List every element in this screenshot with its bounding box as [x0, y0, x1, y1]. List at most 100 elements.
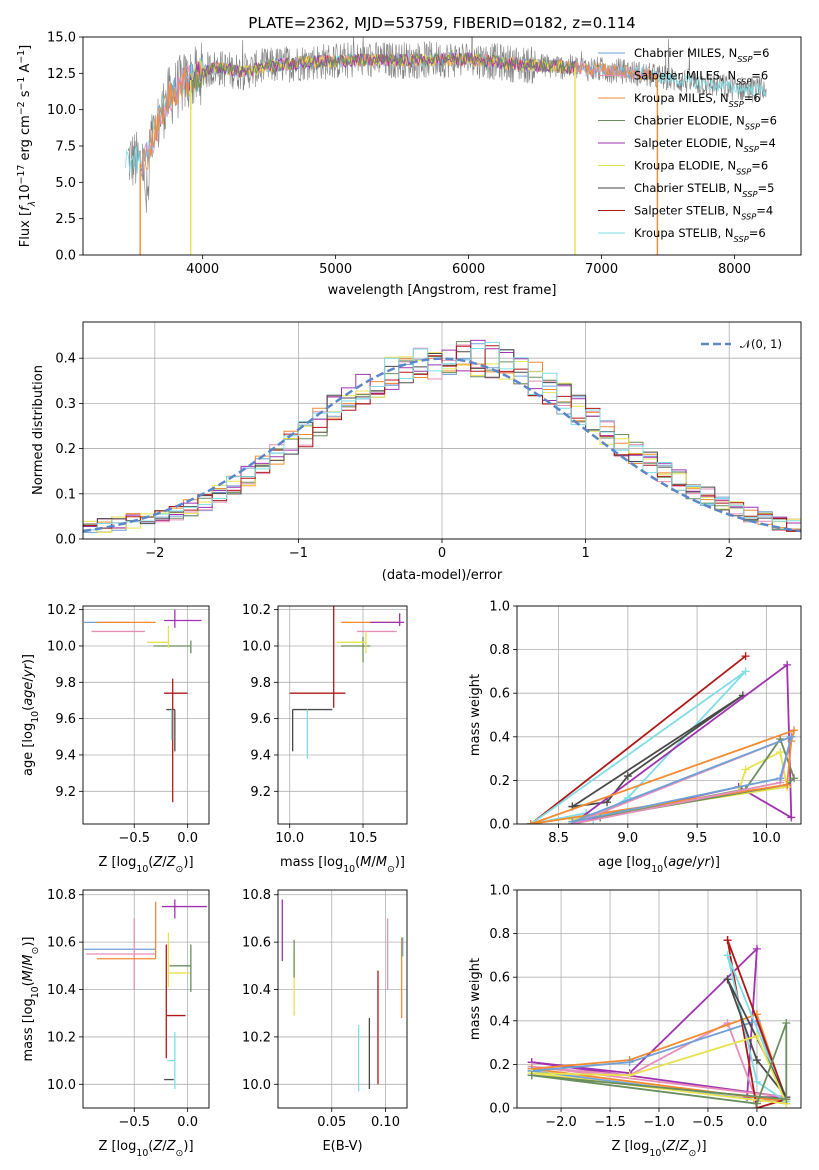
spectrum-axes: 4000 5000 6000 7000 8000 0.0 2.5 5.0 7.5 10.0 12.5… — [16, 31, 802, 298]
massweight-marker — [723, 936, 732, 945]
residuals-ytick-label: 0.0 — [55, 533, 76, 548]
mass-vs-Z-xtick-label: −0.5 — [118, 1115, 150, 1130]
spectrum-title: PLATE=2362, MJD=53759, FIBERID=0182, z=0… — [248, 14, 635, 32]
mass-vs-Z-ylabel: mass [log10(M/M⊙)] — [21, 937, 41, 1062]
spectrum-model-line — [189, 51, 575, 93]
age-vs-mass-ytick-label: 9.2 — [250, 785, 271, 800]
mass-vs-ebv-grid — [278, 890, 407, 1108]
massweight-marker — [568, 817, 577, 824]
mass-vs-Z-grid — [83, 890, 209, 1108]
age-vs-Z-ytick-label: 10.2 — [47, 603, 76, 618]
mass-vs-ebv-xtick-label: 0.05 — [317, 1115, 346, 1130]
massweight-marker — [787, 813, 796, 822]
mass-vs-ebv-axes: 0.05 0.10 10.0 10.2 10.4 10.6 10.8 E(B-V) — [242, 888, 408, 1154]
massweight-vs-Z-ytick-label: 0.6 — [489, 971, 510, 986]
residuals-frame — [82, 321, 802, 540]
massweight-vs-Z-plot-area — [527, 936, 791, 1108]
massweight-marker — [603, 798, 612, 807]
massweight-vs-age-ytick-label: 0.4 — [489, 730, 510, 745]
spectrum-ytick-label: 5.0 — [55, 176, 76, 191]
age-vs-mass-plot-area — [289, 606, 405, 759]
massweight-marker — [625, 1058, 634, 1067]
massweight-vs-age-ticks: 8.5 9.0 9.5 10.0 0.0 0.2 0.4 0.6 0.8 1.0 — [489, 600, 781, 847]
residual-histogram — [83, 345, 801, 532]
mass-vs-ebv-ytick-label: 10.0 — [242, 1078, 271, 1093]
massweight-line — [531, 1021, 787, 1103]
spectrum-ytick-label: 0.0 — [55, 249, 76, 264]
age-vs-Z-xtick-label: −0.5 — [118, 831, 150, 846]
mass-vs-ebv-xtick-label: 0.10 — [371, 1115, 400, 1130]
mass-vs-ebv-xlabel: E(B-V) — [322, 1139, 362, 1154]
massweight-marker — [790, 726, 799, 735]
age-vs-mass-xlabel: mass [log10(M/M⊙)] — [280, 855, 405, 875]
massweight-vs-Z-ylabel: mass weight — [468, 958, 483, 1040]
legend-label: Chabrier STELIB, NSSP=5 — [634, 181, 774, 199]
massweight-vs-Z-frame — [516, 889, 802, 1109]
spectrum-xtick-label: 5000 — [319, 262, 352, 277]
massweight-marker — [526, 820, 535, 824]
age-vs-mass-grid — [278, 606, 407, 824]
massweight-marker — [741, 652, 750, 661]
normal-legend-label: 𝒩(0, 1) — [740, 337, 782, 351]
age-vs-mass-ytick-label: 9.6 — [250, 712, 271, 727]
mass-vs-Z-xlabel: Z [log10(Z/Z⊙)] — [98, 1139, 193, 1159]
massweight-marker — [623, 772, 632, 781]
age-vs-Z-ticks: −0.5 0.0 9.2 9.4 9.6 9.8 10.0 10.2 — [47, 603, 198, 846]
residuals-plot-area — [83, 339, 801, 533]
mass-vs-ebv-ytick-label: 10.4 — [242, 983, 271, 998]
spectrum-model-line — [125, 51, 767, 174]
massweight-marker — [776, 774, 785, 783]
residuals-xtick-label: −2 — [145, 546, 164, 561]
massweight-vs-age-axes: 8.5 9.0 9.5 10.0 0.0 0.2 0.4 0.6 0.8 1.0 age [log1… — [468, 600, 802, 875]
mass-vs-Z-ytick-label: 10.2 — [47, 1030, 76, 1045]
residuals-ytick-label: 0.3 — [55, 397, 76, 412]
age-vs-Z-ytick-label: 10.0 — [47, 639, 76, 654]
spectrum-ticks: 4000 5000 6000 7000 8000 0.0 2.5 5.0 7.5 10.0 12.5… — [47, 31, 751, 278]
massweight-vs-Z-xtick-label: −0.5 — [692, 1115, 724, 1130]
massweight-vs-age-xtick-label: 10.0 — [752, 831, 781, 846]
legend-label: Chabrier MILES, NSSP=6 — [634, 46, 769, 64]
spectrum-frame — [82, 36, 802, 256]
massweight-marker — [741, 667, 750, 676]
mass-vs-ebv-ytick-label: 10.8 — [242, 888, 271, 903]
massweight-marker — [752, 1056, 761, 1065]
massweight-vs-Z-xtick-label: −2.0 — [545, 1115, 577, 1130]
massweight-vs-Z-xtick-label: −1.0 — [643, 1115, 675, 1130]
massweight-vs-age-plot-area — [526, 652, 799, 824]
legend-label: Salpeter MILES, NSSP=6 — [634, 69, 768, 87]
age-vs-Z-ytick-label: 9.6 — [55, 712, 76, 727]
residuals-xtick-label: 1 — [581, 546, 589, 561]
massweight-vs-age-ytick-label: 0.8 — [489, 643, 510, 658]
mass-vs-Z-ytick-label: 10.4 — [47, 983, 76, 998]
residual-ylabel: Normed distribution — [31, 365, 46, 495]
spectrum-xtick-label: 6000 — [452, 262, 485, 277]
massweight-marker — [782, 1095, 791, 1104]
mass-vs-ebv-plot-area — [281, 899, 404, 1092]
massweight-vs-age-frame — [516, 605, 802, 825]
age-vs-Z-ylabel: age [log10(age/yr)] — [21, 654, 41, 776]
spectrum-ylabel: Flux [fλ10−17 erg cm−2 s−1 A−1] — [16, 45, 38, 247]
residual-histogram — [83, 341, 801, 531]
mass-vs-ebv-ytick-label: 10.6 — [242, 936, 271, 951]
massweight-marker — [752, 1032, 761, 1041]
age-vs-mass-ytick-label: 9.4 — [250, 748, 271, 763]
spectrum-ytick-label: 15.0 — [47, 31, 76, 46]
spectrum-ytick-label: 2.5 — [55, 212, 76, 227]
residuals-axes: −2 −1 0 1 2 0.0 0.1 0.2 0.3 0.4 𝒩(0, 1) (data-model… — [31, 321, 802, 583]
massweight-vs-age-ytick-label: 0.0 — [489, 818, 510, 833]
residuals-xtick-label: 2 — [725, 546, 733, 561]
legend-label: Chabrier ELODIE, NSSP=6 — [634, 114, 777, 132]
spectrum-ytick-label: 12.5 — [47, 67, 76, 82]
massweight-vs-age-xtick-label: 9.5 — [687, 831, 708, 846]
mass-vs-Z-ytick-label: 10.0 — [47, 1078, 76, 1093]
massweight-vs-Z-ytick-label: 0.8 — [489, 927, 510, 942]
massweight-vs-age-ytick-label: 0.6 — [489, 687, 510, 702]
massweight-vs-age-xlabel: age [log10(age/yr)] — [598, 855, 720, 875]
massweight-vs-age-ytick-label: 0.2 — [489, 774, 510, 789]
massweight-marker — [790, 774, 799, 783]
age-vs-Z-plot-area — [84, 609, 202, 803]
age-vs-Z-grid — [83, 606, 209, 824]
massweight-marker — [527, 1071, 536, 1080]
massweight-vs-Z-axes: −2.0 −1.5 −1.0 −0.5 0.0 0.0 0.2 0.4 0.6 0.8 1.0 Z [… — [468, 884, 802, 1159]
residual-xlabel: (data-model)/error — [382, 568, 503, 583]
